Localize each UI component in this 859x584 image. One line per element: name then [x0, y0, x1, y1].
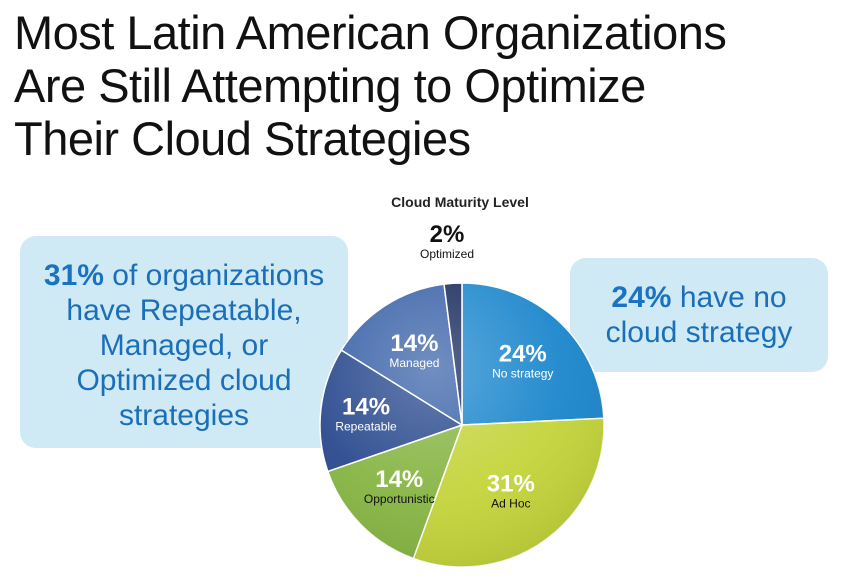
title-line-1: Most Latin American Organizations — [14, 6, 727, 59]
slice-pct-label: 2% — [430, 221, 465, 248]
slice-category-label: Optimized — [420, 247, 474, 261]
slice-category-label: Repeatable — [335, 419, 397, 433]
callout-left-line-2: have Repeatable, — [66, 294, 302, 327]
slice-pct-label: 14% — [342, 393, 390, 420]
callout-left-line-1: of organizations — [112, 259, 325, 292]
callout-left-line-5: strategies — [118, 399, 250, 432]
slice-pct-label: 14% — [375, 466, 423, 493]
chart-title: Cloud Maturity Level — [391, 194, 529, 210]
title-line-2: Are Still Attempting to Optimize — [14, 59, 646, 112]
slice-pct-label: 31% — [487, 470, 535, 497]
callout-no-strategy: 24% have no cloud strategy — [570, 258, 828, 372]
page-title: Most Latin American Organizations Are St… — [14, 6, 854, 165]
callout-repeatable-managed-optimized: 31% of organizations have Repeatable, Ma… — [20, 236, 348, 448]
callout-left-pct: 31% — [43, 259, 104, 292]
callout-right-line-2: cloud strategy — [605, 316, 793, 349]
slice-pct-label: 14% — [390, 330, 438, 357]
slice-category-label: Opportunistic — [364, 492, 435, 506]
callout-right-line-1: have no — [679, 281, 787, 314]
callout-left-line-3: Managed, or — [99, 329, 269, 362]
callout-left-line-4: Optimized cloud — [76, 364, 292, 397]
callout-right-pct: 24% — [611, 281, 672, 314]
slice-category-label: Ad Hoc — [491, 496, 530, 510]
slice-category-label: No strategy — [492, 366, 553, 380]
title-line-3: Their Cloud Strategies — [14, 112, 471, 165]
pie-gloss — [320, 283, 604, 567]
slice-pct-label: 24% — [499, 340, 547, 367]
slice-category-label: Managed — [389, 356, 439, 370]
